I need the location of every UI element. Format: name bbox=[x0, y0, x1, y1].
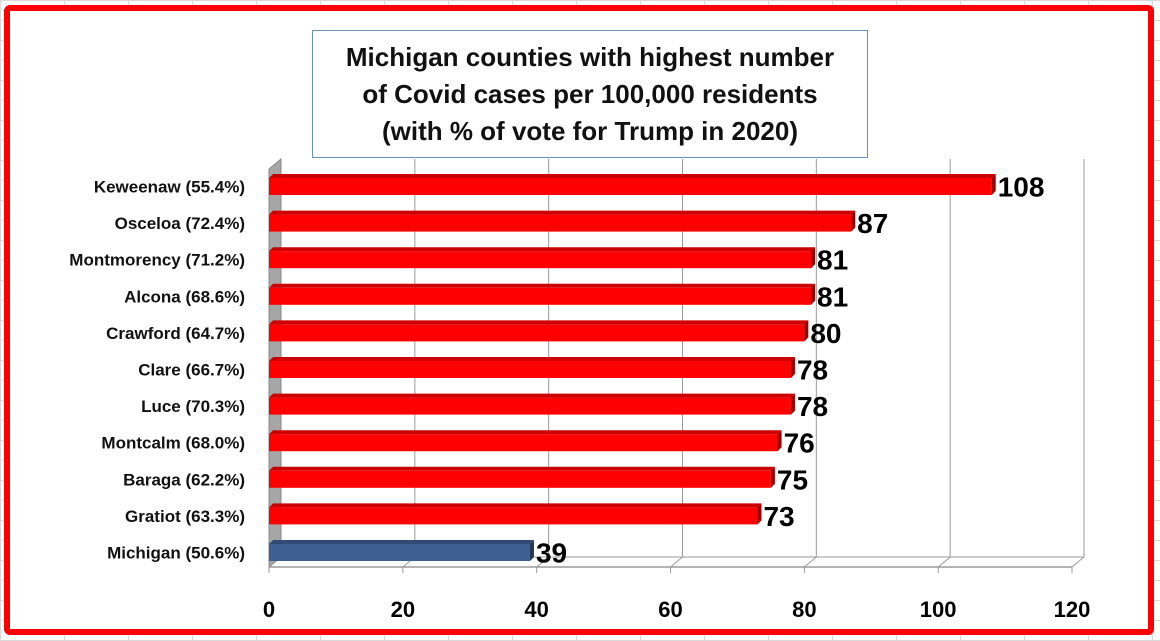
data-label: 81 bbox=[817, 245, 848, 276]
category-label: Alcona (68.6%) bbox=[124, 287, 245, 306]
x-tick-label: 120 bbox=[1054, 597, 1091, 622]
category-label: Luce (70.3%) bbox=[141, 397, 245, 416]
category-label: Osceloa (72.4%) bbox=[115, 214, 245, 233]
category-label: Baraga (62.2%) bbox=[123, 470, 245, 489]
data-label: 75 bbox=[777, 464, 808, 495]
data-label: 108 bbox=[998, 172, 1045, 203]
category-label: Gratiot (63.3%) bbox=[125, 507, 245, 526]
x-tick-label: 0 bbox=[263, 597, 275, 622]
bar-top bbox=[269, 503, 761, 507]
bar-top bbox=[269, 357, 795, 361]
category-label: Michigan (50.6%) bbox=[107, 544, 245, 563]
data-label: 81 bbox=[817, 281, 848, 312]
gridline-floor bbox=[671, 557, 683, 567]
x-tick-label: 20 bbox=[391, 597, 415, 622]
bar-top bbox=[269, 467, 775, 471]
bar-top bbox=[269, 320, 808, 324]
data-label: 39 bbox=[536, 538, 567, 569]
gridline-floor bbox=[1072, 557, 1084, 567]
x-tick-label: 60 bbox=[658, 597, 682, 622]
gridline-floor bbox=[804, 557, 816, 567]
chart-title: Michigan counties with highest number of… bbox=[346, 39, 834, 150]
bar-top bbox=[269, 430, 782, 434]
chart-title-box[interactable]: Michigan counties with highest number of… bbox=[312, 30, 868, 158]
bar bbox=[269, 251, 811, 268]
bar-top bbox=[269, 247, 815, 251]
bar bbox=[269, 434, 778, 451]
category-label: Keweenaw (55.4%) bbox=[94, 178, 245, 197]
bar bbox=[269, 471, 771, 488]
bar-top bbox=[269, 174, 996, 178]
bar bbox=[269, 178, 992, 195]
category-label: Montcalm (68.0%) bbox=[101, 434, 245, 453]
x-tick-label: 40 bbox=[524, 597, 548, 622]
bar bbox=[269, 544, 530, 561]
bar bbox=[269, 288, 811, 305]
bar bbox=[269, 398, 791, 415]
data-label: 78 bbox=[797, 355, 828, 386]
category-label: Montmorency (71.2%) bbox=[69, 251, 245, 270]
bar-top bbox=[269, 394, 795, 398]
category-label: Crawford (64.7%) bbox=[106, 324, 245, 343]
bar-top bbox=[269, 540, 534, 544]
bar bbox=[269, 215, 851, 232]
data-label: 80 bbox=[810, 318, 841, 349]
data-label: 76 bbox=[784, 428, 815, 459]
data-label: 73 bbox=[763, 501, 794, 532]
gridline-floor bbox=[938, 557, 950, 567]
bar-top bbox=[269, 211, 855, 215]
data-label: 87 bbox=[857, 208, 888, 239]
category-label: Clare (66.7%) bbox=[138, 361, 245, 380]
bar bbox=[269, 361, 791, 378]
x-tick-label: 80 bbox=[792, 597, 816, 622]
data-label: 78 bbox=[797, 391, 828, 422]
bar-top bbox=[269, 284, 815, 288]
x-tick-label: 100 bbox=[920, 597, 957, 622]
bar bbox=[269, 507, 757, 524]
bar bbox=[269, 324, 804, 341]
